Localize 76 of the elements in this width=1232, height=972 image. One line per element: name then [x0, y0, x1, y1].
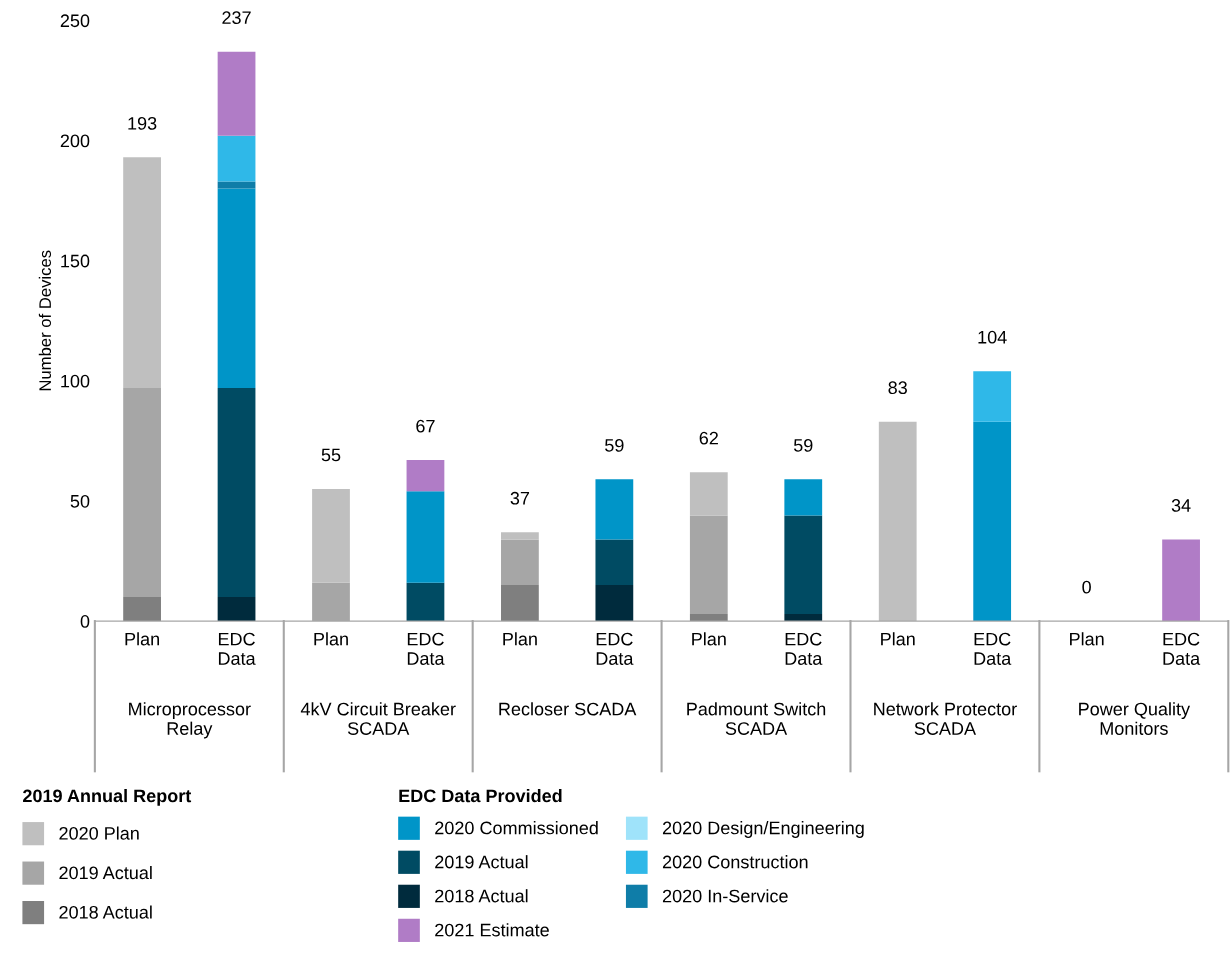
text: Padmount Switch SCADA	[687, 702, 826, 735]
x-tick-label: Plan	[314, 632, 348, 646]
text: Recloser SCADA	[499, 702, 637, 716]
bar	[123, 388, 161, 598]
x-tick-label: EDC Data	[974, 632, 1012, 665]
bar	[595, 539, 634, 586]
total-label: 37	[510, 491, 530, 505]
bar	[878, 421, 917, 622]
bar	[217, 51, 256, 136]
x-tick-label: Plan	[125, 632, 159, 646]
bar	[123, 597, 161, 622]
total-label: 67	[416, 419, 435, 433]
bar	[784, 479, 823, 516]
bar	[595, 585, 634, 622]
total-label: 55	[321, 448, 341, 462]
total-label: 59	[605, 438, 624, 452]
bar	[784, 515, 823, 614]
total-label: 0	[1082, 580, 1091, 594]
x-tick-label: Plan	[881, 632, 915, 646]
bar	[973, 421, 1012, 622]
y-axis-title: Number of Devices	[38, 250, 52, 391]
bar	[217, 597, 256, 622]
bar	[501, 585, 539, 622]
x-tick-label: EDC Data	[218, 632, 256, 665]
x-tick-label: EDC Data	[785, 632, 823, 665]
x-tick-label: Plan	[1070, 632, 1104, 646]
bar	[501, 532, 539, 540]
bar	[312, 488, 350, 583]
legend-label: 2020 Plan	[59, 826, 139, 840]
total-label: 193	[128, 116, 157, 130]
legend-label: 2020 Construction	[662, 855, 808, 869]
y-tick-label: 250	[60, 14, 90, 28]
y-tick-label: 50	[70, 494, 90, 508]
bar	[689, 472, 728, 516]
bar	[1162, 539, 1200, 622]
bar	[123, 157, 161, 389]
legend-label: 2020 Commissioned	[435, 821, 598, 835]
x-tick-label: EDC Data	[407, 632, 445, 665]
text: 2019 Annual Report	[23, 788, 192, 806]
total-label: 59	[793, 438, 813, 452]
legend-label: 2020 Design/Engineering	[662, 821, 864, 838]
bar	[501, 539, 539, 586]
bar	[217, 388, 256, 598]
legend-label: 2019 Actual	[59, 865, 152, 880]
x-tick-label: Plan	[692, 632, 726, 646]
y-tick-label: 150	[61, 254, 90, 268]
bar	[217, 135, 256, 182]
bar	[217, 181, 256, 189]
text: EDC Data Provided	[399, 788, 562, 803]
bar	[973, 371, 1012, 422]
x-tick-label: Plan	[503, 632, 537, 646]
bar	[406, 491, 445, 583]
legend-label: 2020 In-Service	[662, 889, 788, 903]
y-tick-label: 0	[80, 615, 90, 628]
text: Microprocessor Relay	[129, 702, 251, 739]
text: Power Quality Monitors	[1079, 702, 1191, 735]
y-tick-label: 200	[60, 134, 90, 148]
bar	[217, 188, 256, 389]
total-label: 83	[888, 381, 907, 395]
total-label: 237	[222, 11, 251, 25]
total-label: 104	[978, 330, 1007, 344]
bar	[406, 460, 445, 492]
legend-label: 2021 Estimate	[435, 923, 549, 937]
text: Network Protector SCADA	[874, 702, 1017, 735]
legend-label: 2019 Actual	[435, 855, 528, 869]
total-label: 34	[1171, 499, 1191, 512]
bar	[406, 582, 445, 622]
x-tick-label: EDC Data	[596, 632, 634, 665]
y-tick-label: 100	[61, 374, 90, 388]
legend-label: 2018 Actual	[435, 889, 528, 903]
bar	[689, 515, 728, 614]
bar	[595, 479, 634, 540]
x-tick-label: EDC Data	[1163, 632, 1201, 665]
legend-label: 2018 Actual	[59, 905, 152, 919]
text: 4kV Circuit Breaker SCADA	[300, 702, 456, 735]
total-label: 62	[699, 431, 718, 445]
